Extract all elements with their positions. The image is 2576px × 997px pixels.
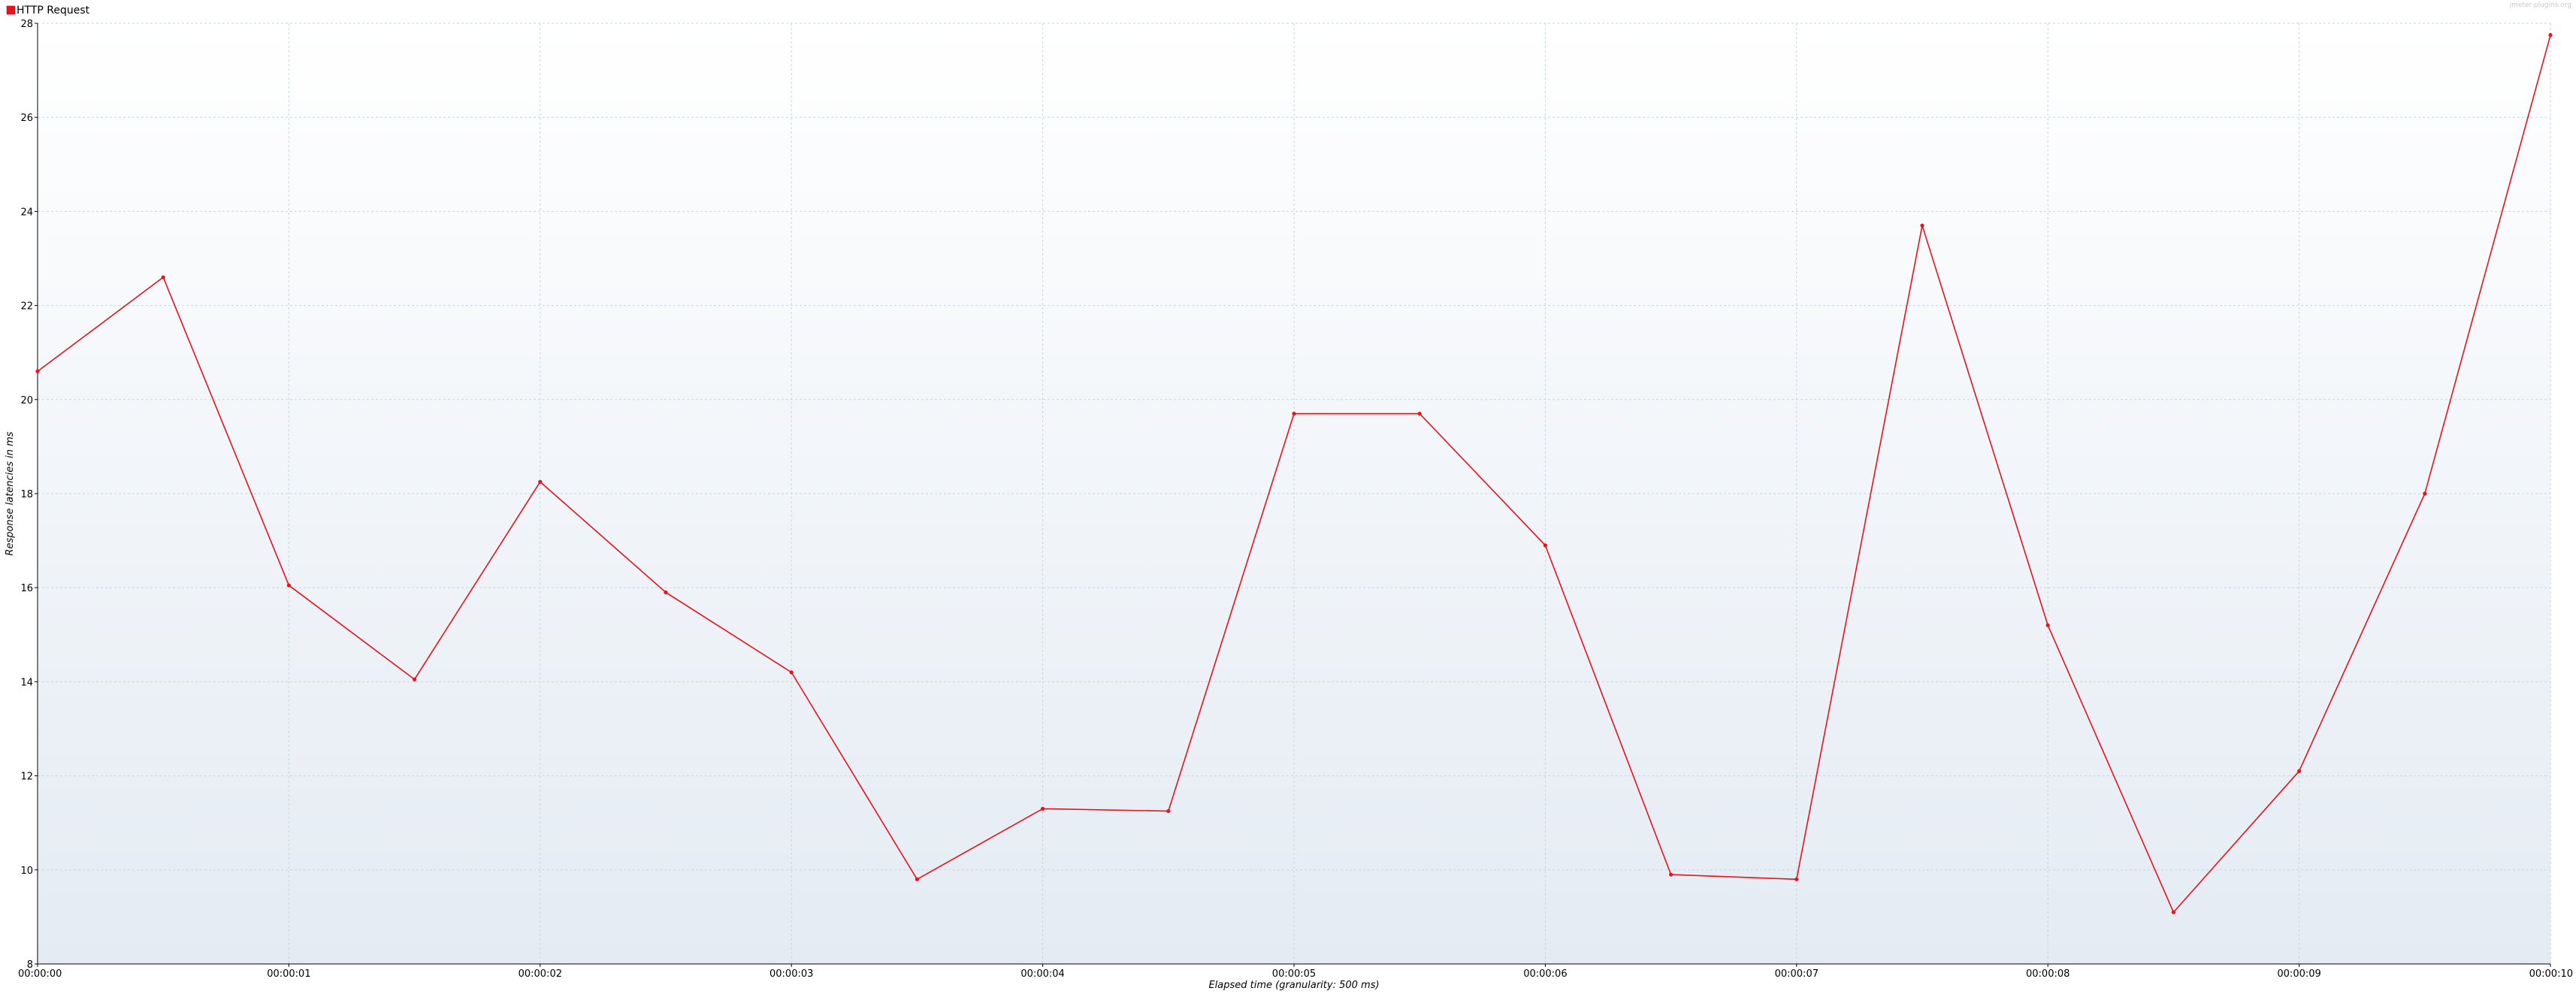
x-tick-label: 00:00:02 [519,968,562,980]
x-tick-label: 00:00:07 [1775,968,1819,980]
data-point [664,590,668,595]
data-point [915,877,919,881]
data-point [1543,543,1547,548]
x-tick-label: 00:00:10 [2529,968,2573,980]
y-axis-title: Response latencies in ms [5,431,16,555]
y-tick-label: 8 [27,959,33,971]
data-point [286,583,291,588]
y-tick-label: 18 [20,489,33,500]
watermark: jmeter-plugins.org [2509,2,2571,9]
data-point [2423,491,2427,496]
x-tick-label: 00:00:05 [1272,968,1316,980]
x-tick-label: 00:00:00 [18,968,62,980]
data-point [789,670,794,675]
data-point [1920,223,1924,228]
legend: HTTP Request [6,5,90,17]
legend-label: HTTP Request [17,5,90,17]
x-tick-label: 00:00:06 [1523,968,1567,980]
data-point [2171,910,2175,914]
y-tick-label: 22 [20,301,33,313]
data-point [538,479,543,484]
y-tick-label: 10 [20,866,33,877]
y-tick-label: 12 [20,772,33,783]
data-point [413,677,417,681]
data-point [1794,877,1799,881]
data-point [1669,872,1673,877]
data-point [2297,769,2302,773]
x-axis-title: Elapsed time (granularity: 500 ms) [1208,980,1379,991]
data-point [1166,808,1171,814]
y-tick-label: 16 [20,583,33,594]
y-tick-label: 14 [20,677,33,688]
data-point [1041,806,1045,811]
data-point [161,275,165,279]
y-tick-label: 24 [20,207,33,218]
data-point [35,369,40,373]
data-point [2548,33,2553,38]
x-tick-label: 00:00:09 [2277,968,2321,980]
data-point [1417,411,1422,416]
y-tick-label: 20 [20,395,33,406]
data-point [2045,623,2050,627]
y-axis-ticks: 8 10 12 14 16 18 20 22 24 26 28 [20,19,38,971]
y-tick-label: 26 [20,113,33,124]
series-http-request [35,33,2553,914]
data-point [1292,411,1296,416]
grid-lines [38,23,2551,964]
x-tick-label: 00:00:04 [1020,968,1064,980]
x-tick-label: 00:00:03 [769,968,813,980]
x-tick-label: 00:00:08 [2026,968,2070,980]
x-axis-ticks: 00:00:00 00:00:01 00:00:02 00:00:03 00:00:04… [18,964,2573,980]
y-tick-label: 28 [20,19,33,30]
legend-swatch [6,5,16,15]
x-tick-label: 00:00:01 [267,968,310,980]
